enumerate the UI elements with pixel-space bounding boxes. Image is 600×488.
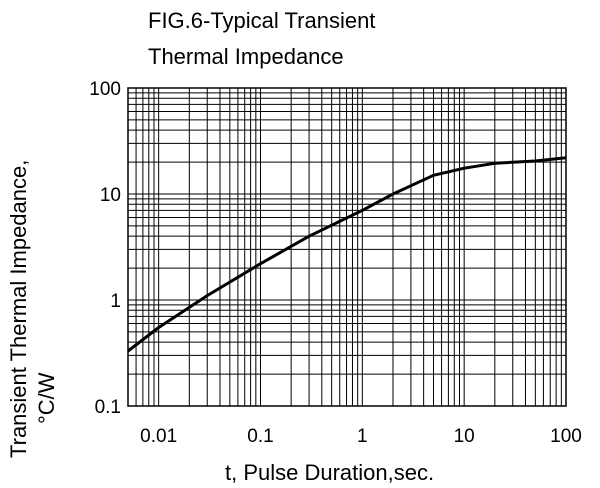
x-tick-label: 10 bbox=[454, 426, 475, 447]
y-tick-label: 0.1 bbox=[95, 397, 121, 418]
y-tick-label: 10 bbox=[100, 185, 121, 206]
chart-title-line-1: FIG.6-Typical Transient bbox=[148, 8, 376, 33]
y-tick-label: 1 bbox=[110, 291, 121, 312]
grid bbox=[127, 87, 567, 407]
x-tick-label: 0.01 bbox=[140, 426, 177, 447]
y-tick-label: 100 bbox=[89, 79, 121, 100]
x-tick-label: 1 bbox=[357, 426, 368, 447]
impedance-curve bbox=[127, 156, 567, 353]
tick-labels: 0.01 0.1 1 10 100 0.1 1 10 100 bbox=[89, 79, 582, 447]
chart-title-line-2: Thermal Impedance bbox=[148, 44, 344, 69]
x-tick-label: 0.1 bbox=[247, 426, 273, 447]
x-tick-label: 100 bbox=[550, 426, 582, 447]
plot-frame bbox=[127, 87, 567, 407]
x-axis-label: t, Pulse Duration,sec. bbox=[225, 460, 435, 485]
